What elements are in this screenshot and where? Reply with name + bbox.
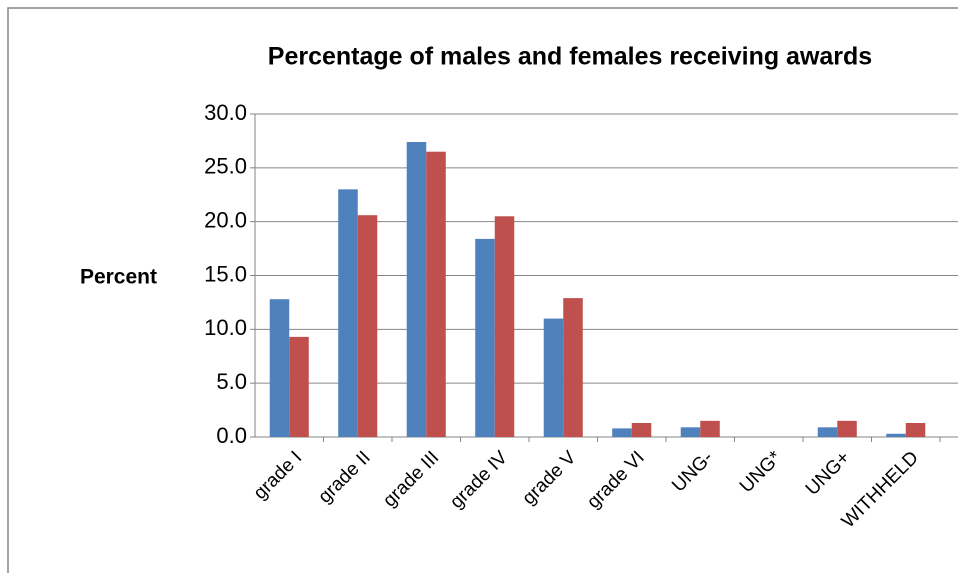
bar [700,420,720,437]
y-axis-label: Percent [80,266,157,289]
bar [680,427,701,437]
bar [543,318,564,437]
bar [905,423,926,437]
bar [837,420,857,437]
bar [886,433,906,437]
y-tick-label: 5.0 [216,369,247,394]
bar [357,215,378,437]
chart-title: Percentage of males and females receivin… [268,43,872,71]
y-tick-label: 30.0 [204,100,247,125]
bar [426,151,446,437]
y-tick-label: 15.0 [204,261,247,286]
bar [475,238,495,437]
bar [817,427,838,437]
y-tick-label: 20.0 [204,207,247,232]
y-tick-label: 10.0 [204,315,247,340]
bar [612,428,632,437]
bar [338,189,358,437]
bar [631,423,652,437]
y-tick-label: 25.0 [204,154,247,179]
bar [289,336,309,437]
bar [269,299,290,437]
bar [406,141,427,437]
bar [494,216,515,437]
y-tick-label: 0.0 [216,423,247,448]
bar [563,298,583,437]
